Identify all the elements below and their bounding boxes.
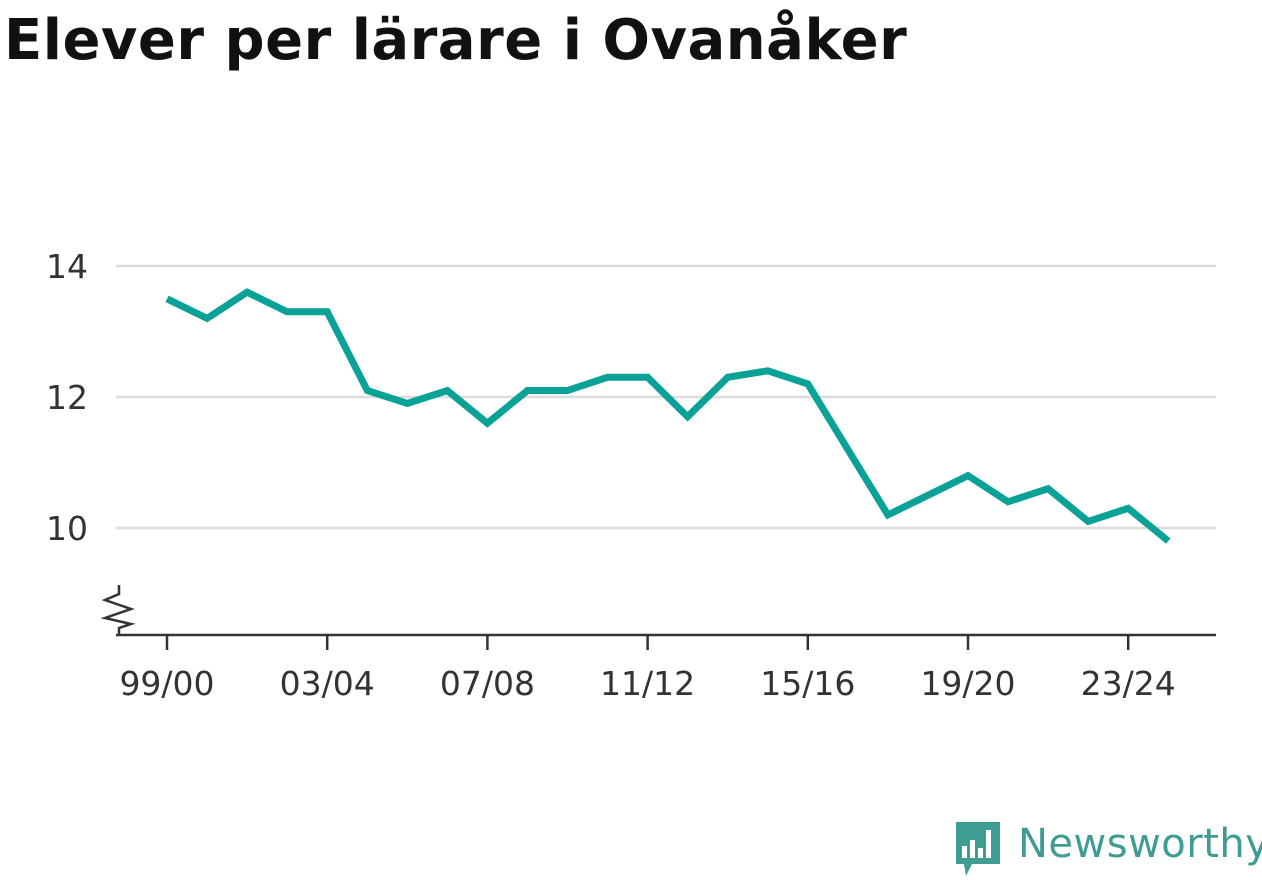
chart-title: Elever per lärare i Ovanåker <box>4 8 908 73</box>
brand-logo: Newsworthy <box>952 818 1262 880</box>
y-tick-label: 10 <box>46 509 88 548</box>
y-tick-label: 12 <box>46 378 88 417</box>
x-tick-label: 19/20 <box>920 664 1015 703</box>
x-tick-label: 99/00 <box>119 664 214 703</box>
x-tick-label: 03/04 <box>280 664 375 703</box>
series-group <box>165 288 1171 544</box>
y-axis-ticks: 10 12 14 <box>46 247 88 548</box>
brand-name: Newsworthy <box>1018 821 1262 867</box>
y-tick-label: 14 <box>46 247 88 286</box>
y-axis-break <box>100 585 136 635</box>
bar-chart-speech-bubble-icon <box>956 822 1000 876</box>
x-tick-label: 23/24 <box>1081 664 1176 703</box>
x-tick-label: 11/12 <box>600 664 695 703</box>
x-tick-label: 15/16 <box>760 664 855 703</box>
x-axis: 99/00 03/04 07/08 11/12 15/16 19/20 23/24 <box>100 585 1216 703</box>
series-line <box>165 288 1171 544</box>
x-tick-label: 07/08 <box>440 664 535 703</box>
